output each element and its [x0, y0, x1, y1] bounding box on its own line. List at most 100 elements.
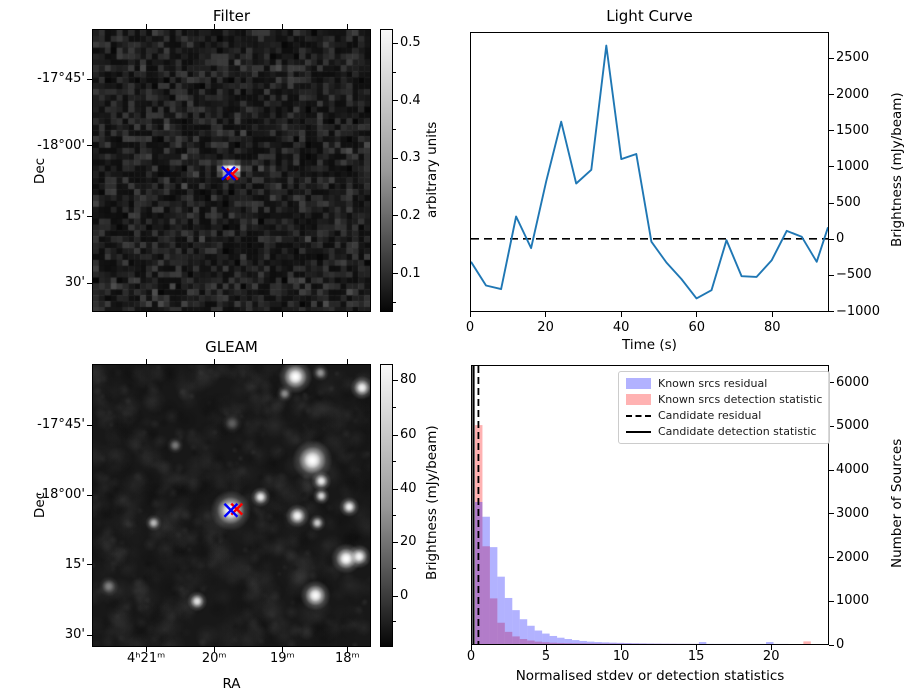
tick-label: 15' — [64, 208, 85, 224]
tick-mark — [87, 494, 92, 496]
tick-label: -17°45' — [37, 417, 85, 433]
tick-label: 500 — [836, 195, 861, 211]
tick-label: 1000 — [836, 593, 870, 609]
tick-mark — [470, 645, 472, 650]
tick-mark — [281, 647, 283, 652]
colorbar-tick-label: 20 — [400, 534, 417, 549]
tick-mark — [145, 312, 147, 317]
tick-mark — [393, 621, 396, 623]
tick-mark — [393, 541, 398, 543]
histogram-legend: Known srcs residual Known srcs detection… — [618, 371, 831, 444]
tick-label: 0 — [836, 231, 845, 247]
filter-y-axis-label: Dec — [32, 157, 48, 185]
light-curve-title: Light Curve — [606, 7, 693, 25]
histogram-x-axis-label: Normalised stdev or detection statistics — [515, 668, 785, 684]
tick-mark — [695, 645, 697, 650]
tick-mark — [829, 274, 834, 276]
tick-label: 19ᵐ — [269, 651, 295, 666]
tick-mark — [87, 424, 92, 426]
tick-label: −500 — [836, 267, 872, 283]
tick-mark — [145, 24, 147, 29]
tick-label: 30' — [64, 275, 85, 291]
filter-image-axes — [92, 29, 371, 312]
tick-mark — [545, 645, 547, 650]
tick-label: 2000 — [836, 86, 870, 102]
colorbar-tick-label: 0.1 — [400, 265, 421, 281]
legend-label: Candidate detection statistic — [658, 425, 817, 438]
tick-mark — [545, 312, 547, 317]
tick-label: −1000 — [836, 303, 880, 319]
tick-mark — [393, 129, 396, 131]
tick-label: 5000 — [836, 418, 870, 434]
tick-label: 30' — [64, 627, 85, 643]
light-curve-x-axis-label: Time (s) — [622, 337, 677, 353]
tick-mark — [393, 407, 396, 409]
tick-mark — [213, 312, 215, 317]
tick-mark — [393, 379, 398, 381]
red-patch-swatch-icon — [626, 394, 651, 405]
legend-item-known-srcs-detection: Known srcs detection statistic — [626, 392, 822, 407]
tick-mark — [281, 24, 283, 29]
gleam-title: GLEAM — [205, 338, 258, 356]
gleam-image-axes — [92, 364, 371, 647]
tick-mark — [393, 434, 398, 436]
tick-label: -18°00' — [37, 137, 85, 153]
tick-label: 40 — [612, 320, 630, 335]
gleam-colorbar-label: Brightness (mJy/beam) — [424, 425, 440, 580]
tick-mark — [829, 94, 834, 96]
tick-mark — [696, 312, 698, 317]
tick-mark — [87, 634, 92, 636]
tick-mark — [829, 202, 834, 204]
filter-colorbar-label: arbitrary units — [424, 121, 440, 218]
tick-mark — [87, 216, 92, 218]
histogram-plot — [472, 366, 811, 644]
tick-label: -17°45' — [37, 71, 85, 87]
colorbar-tick-label: 0.3 — [400, 150, 421, 166]
tick-mark — [213, 24, 215, 29]
tick-mark — [829, 130, 834, 132]
dashed-line-swatch-icon — [626, 414, 651, 417]
tick-mark — [393, 488, 398, 490]
tick-mark — [281, 312, 283, 317]
tick-label: 0 — [836, 637, 845, 652]
tick-mark — [393, 244, 396, 246]
tick-mark — [829, 311, 834, 313]
tick-mark — [145, 359, 147, 364]
colorbar-tick-label: 0.2 — [400, 207, 421, 223]
colorbar-tick-label: 80 — [400, 372, 417, 388]
tick-mark — [829, 57, 834, 59]
tick-mark — [87, 564, 92, 566]
tick-label: 20 — [537, 320, 554, 335]
tick-mark — [87, 145, 92, 147]
tick-label: 20 — [762, 649, 780, 664]
tick-mark — [829, 557, 834, 558]
tick-mark — [346, 359, 348, 364]
tick-mark — [213, 359, 215, 364]
tick-mark — [393, 568, 396, 570]
colorbar-tick-label: 0 — [400, 588, 409, 604]
tick-label: 1500 — [836, 122, 870, 138]
tick-mark — [469, 312, 471, 317]
tick-mark — [213, 647, 215, 652]
light-curve-axes — [470, 32, 829, 312]
tick-label: -18°00' — [37, 487, 85, 503]
legend-item-candidate-detection: Candidate detection statistic — [626, 424, 822, 439]
colorbar-tick-label: 40 — [400, 481, 417, 497]
tick-mark — [829, 644, 834, 646]
tick-mark — [87, 78, 92, 80]
tick-mark — [829, 238, 834, 240]
tick-label: 15' — [64, 556, 85, 572]
tick-mark — [770, 645, 772, 650]
tick-label: 1000 — [836, 158, 870, 174]
tick-mark — [346, 24, 348, 29]
tick-mark — [346, 312, 348, 317]
tick-mark — [393, 71, 396, 73]
tick-label: 10 — [612, 649, 630, 664]
tick-label: 2000 — [836, 549, 870, 565]
tick-mark — [393, 157, 398, 159]
tick-mark — [829, 382, 834, 383]
tick-mark — [87, 282, 92, 284]
light-curve-y-axis-label: Brightness (mJy/beam) — [889, 92, 905, 247]
tick-mark — [393, 100, 398, 102]
